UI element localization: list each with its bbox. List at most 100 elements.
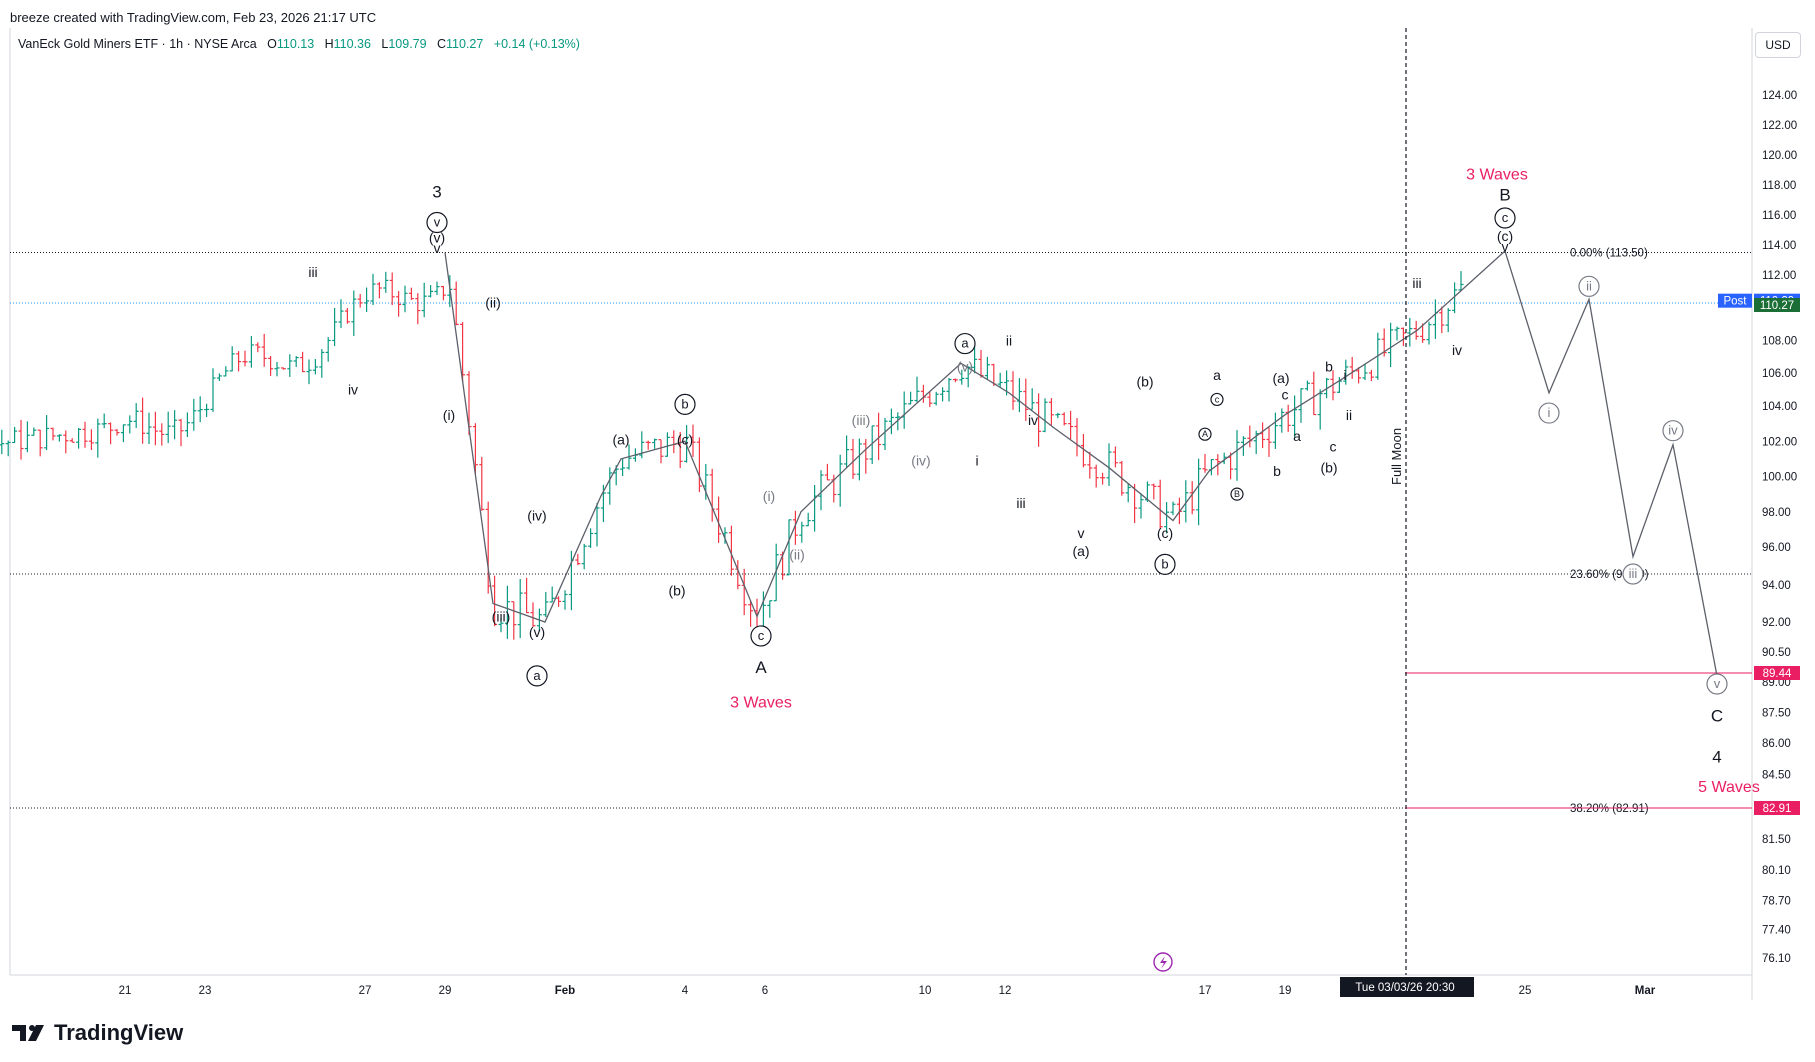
time-tick-label: 25 — [1519, 985, 1532, 997]
ohlc-bar — [786, 519, 792, 576]
wave-circle — [526, 665, 548, 687]
ohlc-bar — [1106, 443, 1112, 486]
wave-label: (ii) — [485, 295, 501, 311]
wave-label-circled: B — [1230, 487, 1244, 501]
time-tick-label: 6 — [762, 985, 768, 997]
ohlc-bar — [1048, 398, 1054, 426]
ohlc-bar — [312, 359, 318, 375]
wave-label: (iv) — [527, 507, 546, 523]
price-axis[interactable]: 124.00 122.00 120.00 118.00 116.00 114.00 112.… — [1718, 90, 1800, 965]
fib-label: 0.00% (113.50) — [1570, 248, 1648, 260]
ohlc-bar — [959, 369, 965, 385]
wave-label: v — [1502, 239, 1509, 255]
wave-label: (i) — [443, 407, 455, 423]
wave-label: v — [434, 240, 441, 256]
ohlc-bar — [402, 285, 408, 313]
ohlc-bar — [703, 463, 709, 500]
ohlc-bar — [146, 412, 152, 445]
symbol-name[interactable]: VanEck Gold Miners ETF · 1h · NYSE Arca — [18, 37, 257, 51]
wave-circle — [674, 393, 696, 415]
price-tick-label: 124.00 — [1762, 90, 1797, 102]
price-badge-value: 89.44 — [1763, 668, 1792, 680]
price-tick-label: 84.50 — [1762, 770, 1791, 782]
ohlc-bar — [946, 377, 952, 402]
marker-time-label: Tue 03/03/26 20:30 — [1355, 982, 1454, 994]
ohlc-bar — [709, 468, 715, 522]
ohlc-bar — [440, 285, 446, 301]
price-tick-label: 118.00 — [1762, 180, 1796, 192]
ohlc-bar — [1112, 446, 1118, 468]
time-tick-label: 21 — [119, 985, 132, 997]
wave-label: iii — [308, 264, 317, 280]
ohlc-bar — [901, 391, 907, 429]
ohlc-bar — [972, 345, 978, 374]
wave-circle — [1198, 427, 1212, 441]
ohlc-bar — [1279, 408, 1285, 433]
wave-label-circled: iii — [1622, 563, 1644, 585]
ohlc-bar — [1087, 451, 1093, 479]
symbol-legend: VanEck Gold Miners ETF · 1h · NYSE Arca … — [18, 37, 580, 51]
ohlc-bar — [82, 421, 88, 448]
ohlc-bar — [1388, 322, 1394, 368]
low-label: L — [381, 37, 389, 51]
post-badge-label: Post — [1723, 296, 1747, 308]
ohlc-bar — [12, 426, 18, 444]
ohlc-bar — [165, 411, 171, 444]
wave-label: b — [1325, 359, 1333, 375]
ohlc-bar — [18, 419, 24, 460]
ohlc-bar — [1368, 369, 1374, 382]
wave-label-text: iv — [1668, 423, 1678, 438]
ohlc-bar — [44, 415, 50, 451]
price-tick-label: 96.00 — [1762, 542, 1791, 554]
ohlc-bar — [1452, 282, 1458, 314]
wave-label-text: B — [1234, 489, 1240, 499]
ohlc-bar — [1439, 306, 1445, 334]
wave-circle — [1210, 392, 1224, 407]
ohlc-bar — [1458, 271, 1464, 292]
ohlc-bar — [818, 470, 824, 511]
ohlc-bar — [498, 618, 504, 633]
currency-selector[interactable]: USD — [1755, 32, 1801, 58]
ohlc-bar — [140, 397, 146, 444]
wave-label: (v) — [957, 359, 973, 375]
ohlc-bar — [767, 600, 773, 618]
ohlc-bar — [306, 359, 312, 385]
ohlc-bar — [517, 579, 523, 639]
chart-frame — [9, 28, 1753, 1000]
ohlc-bar — [421, 282, 427, 318]
tv-logo-icon — [12, 1025, 44, 1041]
price-tick-label: 122.00 — [1762, 120, 1797, 132]
ohlc-bar — [997, 372, 1003, 387]
ohlc-bar — [1010, 371, 1016, 410]
price-badge-value: 110.27 — [1760, 300, 1794, 312]
ohlc-bar — [248, 336, 254, 368]
wave-label: (a) — [1272, 370, 1289, 386]
ohlc-bar — [268, 356, 274, 376]
ohlc-bar — [415, 293, 421, 325]
wave-label-text: iii — [1629, 566, 1638, 581]
wave-circle — [1662, 420, 1684, 442]
ohlc-bar — [741, 568, 747, 616]
ohlc-bar — [1285, 404, 1291, 432]
ohlc-bar — [1196, 458, 1202, 526]
time-axis[interactable]: 12141621232729Feb46101217192325Mar610121… — [0, 985, 1815, 997]
ohlc-bar — [1125, 483, 1131, 503]
ohlc-bar — [511, 601, 517, 640]
ohlc-bar — [1234, 430, 1240, 481]
wave-circle — [1622, 563, 1644, 585]
ohlc-bar — [658, 439, 664, 464]
close-label: C — [437, 37, 447, 51]
wave-label: iv — [1452, 342, 1462, 358]
ohlc-bar — [370, 273, 376, 306]
ohlc-bar — [383, 271, 389, 293]
price-badge — [1754, 666, 1800, 680]
wave-label: (v) — [429, 230, 445, 246]
ohlc-bar — [620, 458, 626, 476]
wave-label: (ii) — [789, 547, 805, 563]
ohlc-bar — [978, 350, 984, 378]
time-tick-label: 17 — [1199, 985, 1212, 997]
lightning-icon[interactable] — [1153, 952, 1173, 972]
wave-label-text: A — [1202, 429, 1208, 439]
wave-circle — [1154, 553, 1176, 575]
